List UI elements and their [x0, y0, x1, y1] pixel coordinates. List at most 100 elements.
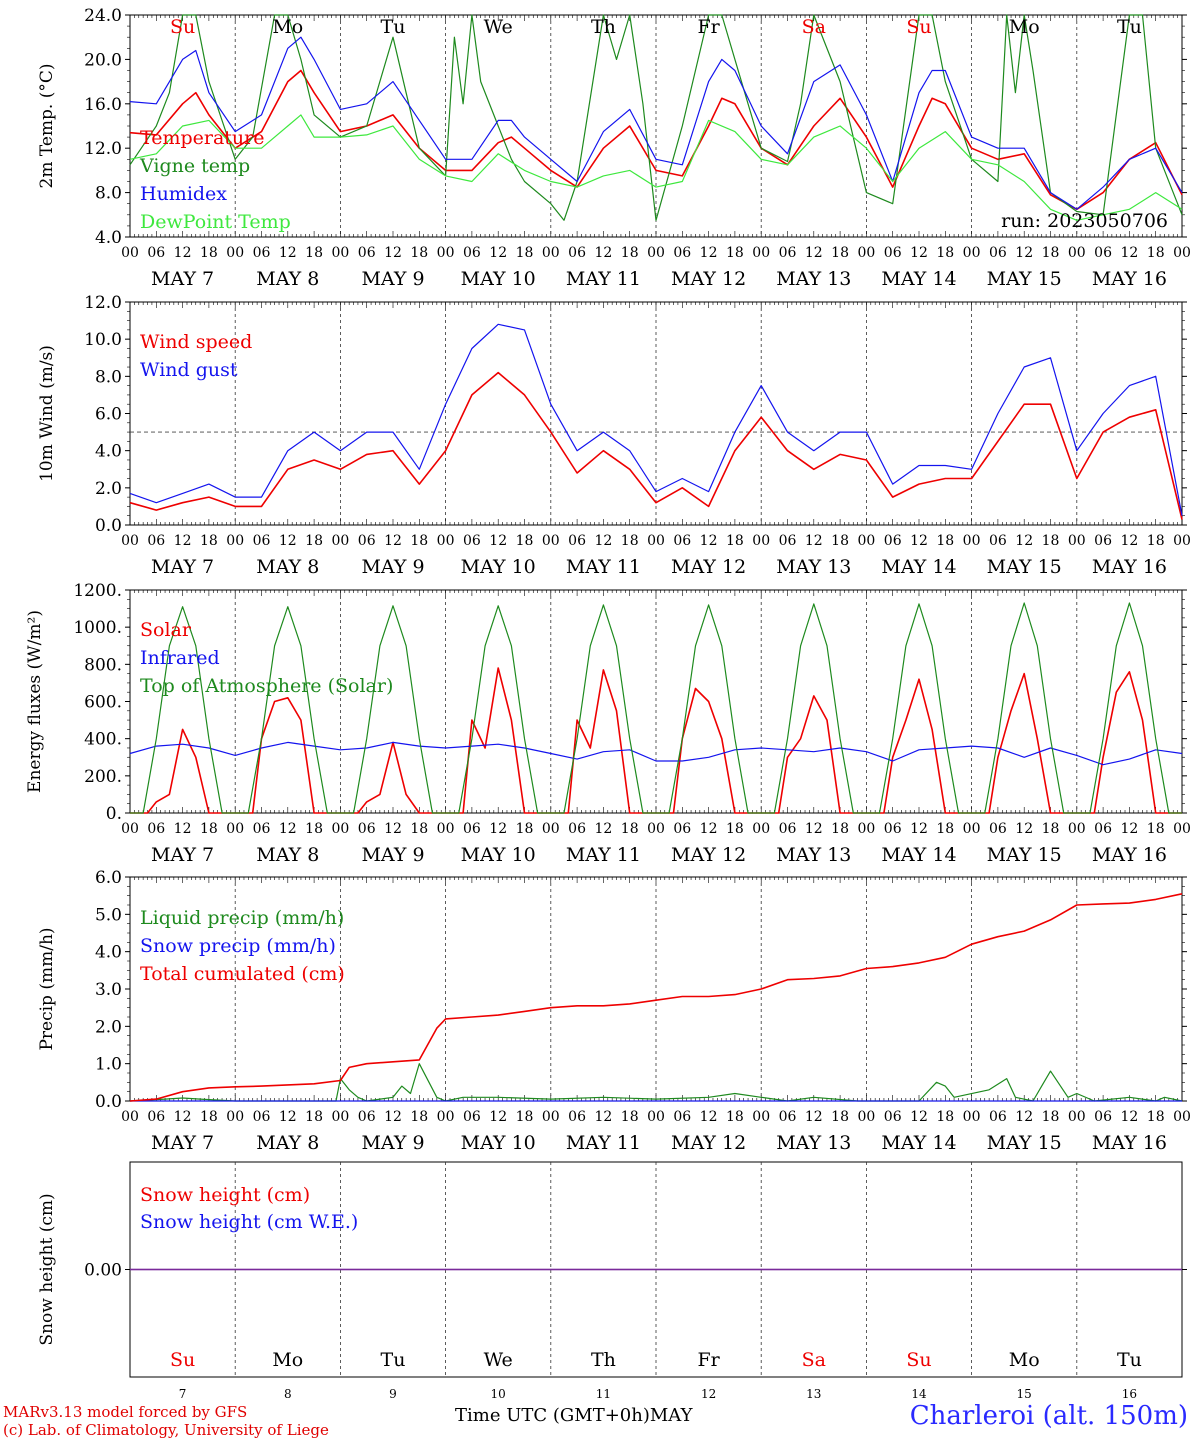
hour-label: 00 [752, 1109, 770, 1125]
hour-label: 06 [147, 821, 165, 837]
weekday-label: Th [591, 16, 616, 38]
hour-label: 06 [147, 533, 165, 549]
hour-label: 06 [779, 245, 797, 261]
y-tick-label: 12.0 [84, 293, 122, 313]
hour-label: 18 [305, 533, 323, 549]
series-line [129, 323, 1183, 516]
series-line [129, 14, 1183, 221]
date-label: MAY 13 [776, 268, 851, 290]
hour-label: 06 [358, 821, 376, 837]
y-tick-label: 4.0 [95, 228, 122, 248]
y-axis-title: Precip (mm/h) [37, 927, 57, 1050]
y-tick-label: 1200. [73, 581, 122, 601]
y-tick-label: 3.0 [95, 980, 122, 1000]
hour-label: 06 [673, 1109, 691, 1125]
hour-label: 06 [989, 533, 1007, 549]
weekday-label: Su [170, 16, 195, 38]
hour-label: 06 [779, 533, 797, 549]
weekday-label: Mo [1009, 1349, 1040, 1371]
legend-entry: Infrared [140, 647, 220, 669]
date-label: MAY 16 [1092, 1132, 1167, 1154]
hour-label: 12 [805, 245, 823, 261]
hour-label: 18 [516, 245, 534, 261]
hour-label: 06 [358, 1109, 376, 1125]
hour-label: 12 [174, 821, 192, 837]
hour-label: 06 [463, 821, 481, 837]
hour-label: 18 [305, 245, 323, 261]
y-tick-label: 20.0 [84, 50, 122, 70]
hour-label: 12 [279, 245, 297, 261]
y-tick-label: 4.0 [95, 442, 122, 462]
hour-label: 00 [542, 1109, 560, 1125]
hour-label: 12 [594, 1109, 612, 1125]
hour-label: 06 [673, 245, 691, 261]
hour-label: 06 [1094, 533, 1112, 549]
y-tick-label: 24.0 [84, 6, 122, 26]
weekday-label: We [484, 1349, 513, 1371]
hour-label: 18 [621, 245, 639, 261]
hour-label: 18 [726, 1109, 744, 1125]
hour-label: 18 [410, 1109, 428, 1125]
date-label: MAY 9 [361, 844, 424, 866]
hour-label: 12 [805, 821, 823, 837]
hour-label: 12 [910, 821, 928, 837]
y-tick-label: 2.0 [95, 479, 122, 499]
hour-label: 12 [174, 245, 192, 261]
date-label: MAY 15 [987, 268, 1062, 290]
hour-label: 00 [1173, 533, 1191, 549]
hour-label: 18 [516, 821, 534, 837]
hour-label: 06 [673, 533, 691, 549]
hour-label: 06 [568, 1109, 586, 1125]
hour-label: 12 [489, 821, 507, 837]
day-number-label: 10 [491, 1387, 506, 1401]
date-label: MAY 13 [776, 844, 851, 866]
hour-label: 06 [884, 821, 902, 837]
hour-label: 00 [1173, 1109, 1191, 1125]
time-axis-title: Time UTC (GMT+0h) [455, 1405, 650, 1426]
hour-label: 06 [253, 1109, 271, 1125]
station-name: Charleroi (alt. 150m) [909, 1401, 1188, 1431]
hour-label: 12 [489, 245, 507, 261]
y-tick-label: 0. [106, 804, 122, 824]
y-tick-label: 600. [84, 693, 122, 713]
hour-label: 18 [621, 1109, 639, 1125]
hour-label: 12 [174, 1109, 192, 1125]
hour-label: 06 [463, 245, 481, 261]
hour-label: 00 [963, 821, 981, 837]
hour-label: 06 [463, 533, 481, 549]
y-tick-label: 1.0 [95, 1055, 122, 1075]
y-tick-label: 2.0 [95, 1017, 122, 1037]
day-number-label: 9 [389, 1387, 397, 1401]
hour-label: 00 [226, 533, 244, 549]
legend-entry: Liquid precip (mm/h) [140, 907, 344, 929]
y-tick-label: 200. [84, 767, 122, 787]
hour-label: 00 [437, 1109, 455, 1125]
hour-label: 00 [121, 245, 139, 261]
y-tick-label: 6.0 [95, 405, 122, 425]
day-number-label: 11 [596, 1387, 611, 1401]
hour-label: 00 [1173, 245, 1191, 261]
hour-label: 06 [358, 533, 376, 549]
hour-label: 00 [647, 821, 665, 837]
hour-label: 00 [331, 821, 349, 837]
day-number-label: 15 [1017, 1387, 1032, 1401]
hour-label: 06 [568, 245, 586, 261]
legend-entry: Wind speed [140, 331, 252, 353]
y-tick-label: 16.0 [84, 95, 122, 115]
date-label: MAY 10 [461, 268, 536, 290]
model-credit: MARv3.13 model forced by GFS [3, 1403, 248, 1421]
legend-entry: Snow height (cm W.E.) [140, 1211, 358, 1233]
hour-label: 00 [226, 821, 244, 837]
hour-label: 18 [1147, 821, 1165, 837]
date-label: MAY 12 [671, 268, 746, 290]
series-line [129, 69, 1183, 211]
y-tick-label: 0.0 [95, 1092, 122, 1112]
hour-label: 00 [331, 1109, 349, 1125]
hour-label: 18 [936, 533, 954, 549]
hour-label: 18 [1042, 245, 1060, 261]
legend-entry: Snow height (cm) [140, 1184, 310, 1206]
hour-label: 12 [279, 533, 297, 549]
date-label: MAY 7 [151, 844, 214, 866]
weekday-label: We [484, 16, 513, 38]
date-label: MAY 14 [881, 844, 956, 866]
